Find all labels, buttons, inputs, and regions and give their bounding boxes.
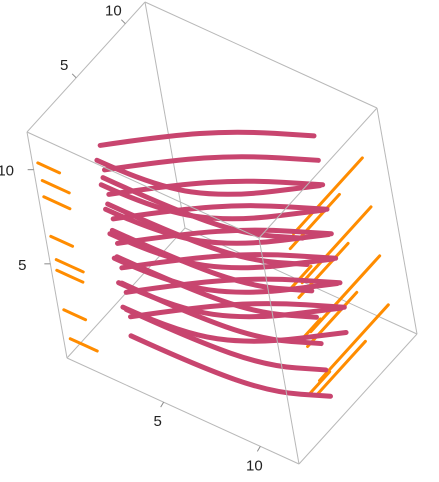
- curve-series: [94, 129, 349, 399]
- box-edge-back: [376, 107, 418, 335]
- z-axis-tick-label: 5: [18, 257, 26, 274]
- projection-curve: [36, 161, 62, 175]
- box-edge-front: [258, 237, 300, 465]
- box-edge-back: [144, 1, 186, 229]
- series-curve: [100, 175, 305, 241]
- projection-curve: [62, 308, 88, 322]
- box-edge-front: [298, 333, 418, 465]
- series-curve: [107, 231, 336, 271]
- projection-curve: [309, 254, 382, 334]
- y-axis-tick-label: 10: [105, 3, 122, 20]
- y-axis-tick: [71, 73, 77, 79]
- box-edge-back: [66, 357, 300, 465]
- x-axis-tick: [256, 446, 261, 452]
- box-edge-back: [144, 1, 378, 109]
- axis-tick-labels: 5 10 5 10 5 10: [0, 3, 263, 475]
- y-axis-tick-label: 5: [60, 57, 68, 74]
- z-axis-tick-label: 10: [0, 163, 14, 180]
- series-curve: [94, 157, 323, 197]
- plot-box-front: [26, 107, 418, 465]
- axis-ticks: [27, 19, 261, 452]
- projection-curve: [55, 268, 85, 284]
- series-curve: [123, 276, 343, 295]
- x-axis-tick-label: 10: [246, 457, 263, 474]
- projection-curve: [54, 258, 85, 274]
- projection-curve: [68, 337, 99, 353]
- x-axis-tick-label: 5: [153, 413, 161, 430]
- series-curve: [106, 178, 326, 197]
- series-curve: [119, 252, 339, 271]
- y-axis-tick: [120, 19, 126, 25]
- box-edge-back: [26, 1, 146, 133]
- projection-curve: [292, 156, 364, 236]
- projection-curve: [49, 234, 75, 248]
- series-curve: [97, 129, 317, 148]
- series-curve: [102, 154, 321, 173]
- box-edge-front: [26, 131, 260, 239]
- projection-curve: [318, 303, 390, 383]
- x-axis-tick: [160, 401, 165, 408]
- series-curve: [115, 227, 334, 246]
- series-curve: [110, 203, 330, 222]
- projection-curve: [300, 205, 373, 285]
- projection-curve: [42, 195, 72, 211]
- projection-curve: [40, 179, 71, 195]
- box-edge-front: [258, 107, 378, 239]
